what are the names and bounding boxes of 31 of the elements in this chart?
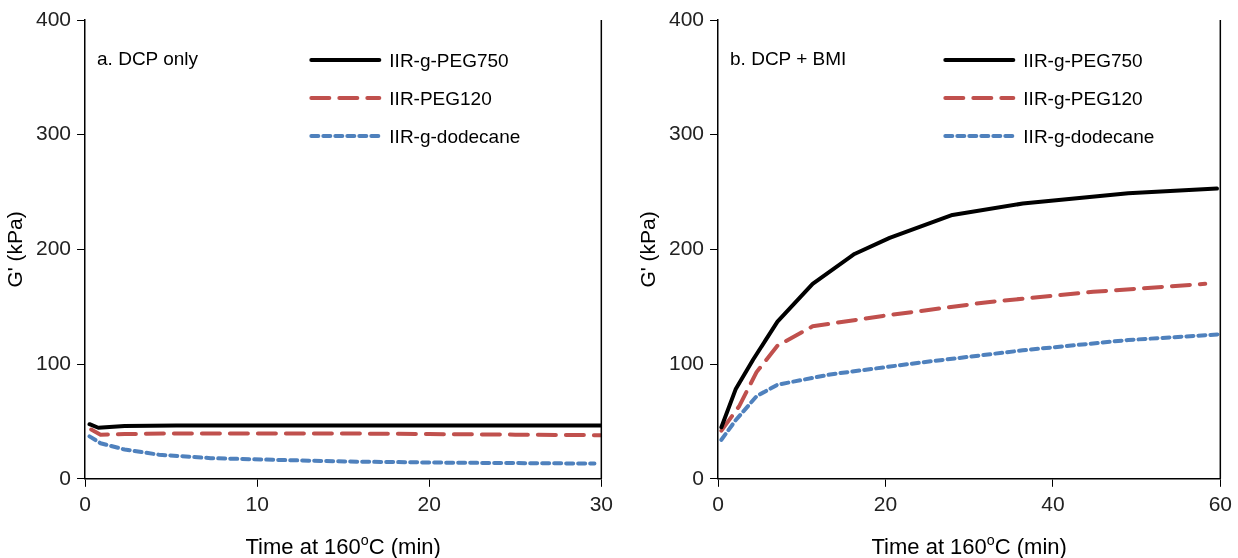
x-tick-label: 0 — [79, 492, 91, 516]
legend-label: IIR-g-PEG750 — [1023, 50, 1143, 71]
legend-label: IIR-g-dodecane — [1023, 126, 1155, 147]
annotation: a. DCP only — [97, 48, 199, 69]
y-tick-label: 0 — [692, 465, 705, 489]
x-tick-label: 0 — [712, 492, 724, 516]
x-tick-label: 20 — [873, 492, 898, 516]
y-tick-label: 300 — [668, 121, 705, 145]
x-tick-label: 60 — [1208, 492, 1232, 516]
x-tick-label: 30 — [589, 492, 613, 516]
line-series — [719, 281, 1208, 433]
y-tick-label: 200 — [668, 236, 705, 260]
y-tick-label: 400 — [35, 6, 72, 30]
x-tick-label: 20 — [417, 492, 441, 516]
line-series — [87, 434, 597, 466]
legend-label: IIR-g-PEG120 — [1023, 88, 1143, 109]
y-tick-label: 300 — [35, 121, 72, 145]
legend-label: IIR-g-PEG750 — [389, 50, 509, 71]
y-tick-label: 200 — [35, 236, 72, 260]
y-tick-label: 0 — [59, 465, 72, 489]
annotation: b. DCP + BMI — [730, 48, 847, 69]
legend-label: IIR-g-dodecane — [389, 126, 521, 147]
y-axis-title: G' (kPa) — [636, 211, 659, 288]
y-tick-label: 100 — [668, 350, 705, 374]
y-tick-label: 100 — [35, 350, 72, 374]
x-tick-label: 10 — [245, 492, 269, 516]
x-tick-label: 40 — [1041, 492, 1065, 516]
y-axis-title: G' (kPa) — [3, 211, 26, 288]
legend-label: IIR-PEG120 — [389, 88, 492, 109]
y-tick-label: 400 — [668, 6, 705, 30]
line-series — [719, 332, 1221, 442]
